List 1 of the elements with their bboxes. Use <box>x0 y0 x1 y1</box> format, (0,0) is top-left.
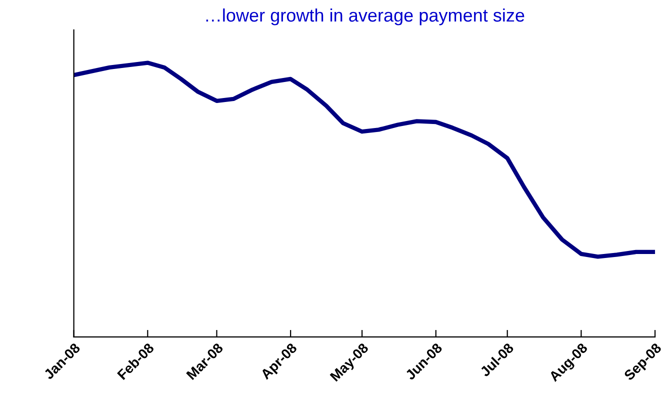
chart-title: …lower growth in average payment size <box>206 8 524 26</box>
